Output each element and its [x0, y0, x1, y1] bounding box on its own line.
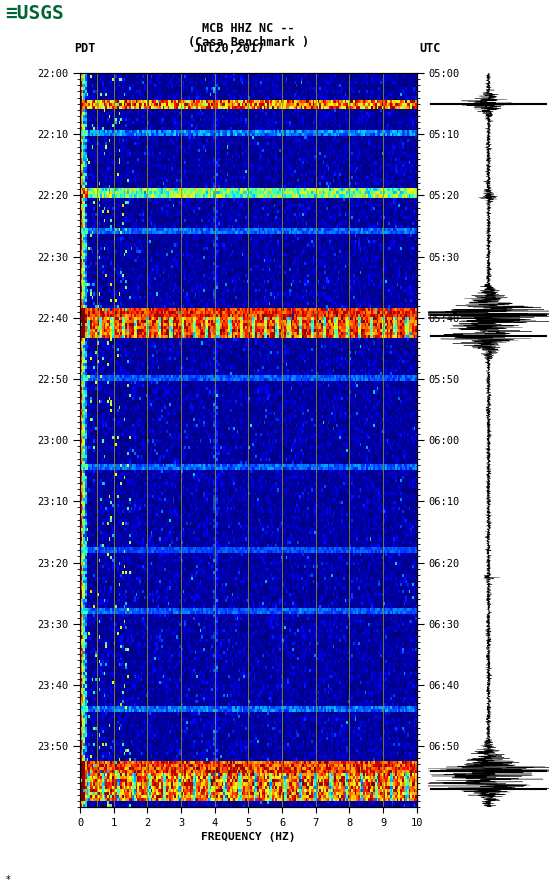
X-axis label: FREQUENCY (HZ): FREQUENCY (HZ) — [201, 832, 296, 842]
Text: PDT: PDT — [75, 42, 96, 55]
Text: UTC: UTC — [420, 42, 441, 55]
Text: (Casa Benchmark ): (Casa Benchmark ) — [188, 36, 309, 49]
Text: ≡USGS: ≡USGS — [6, 4, 64, 22]
Text: MCB HHZ NC --: MCB HHZ NC -- — [202, 22, 295, 36]
Text: Jul20,2017: Jul20,2017 — [193, 42, 264, 55]
Text: *: * — [6, 875, 10, 885]
